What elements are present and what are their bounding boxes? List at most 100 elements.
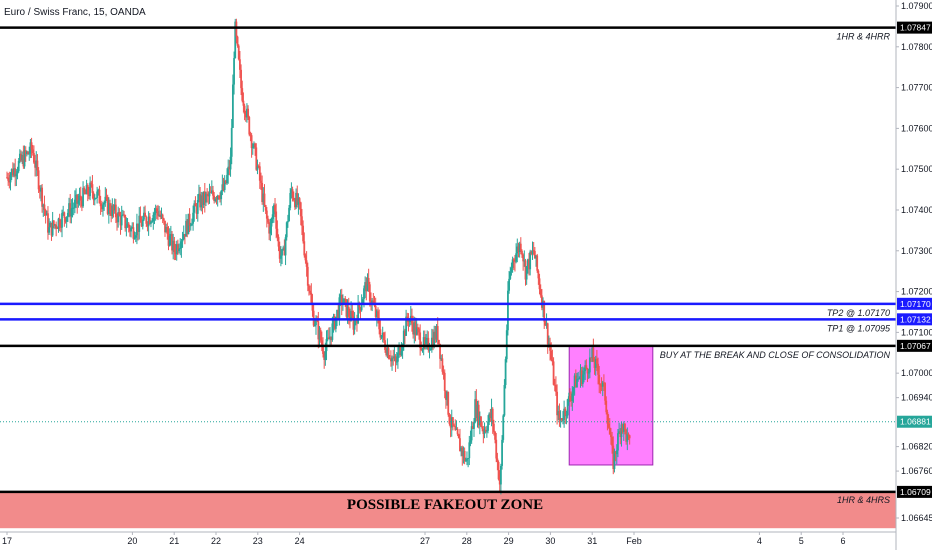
level-price-badge	[897, 21, 932, 34]
candle-body	[172, 240, 175, 251]
candle-body	[212, 190, 214, 196]
candle-body	[608, 427, 611, 435]
candle-body	[191, 223, 193, 226]
y-tick-label: 1.07300	[901, 246, 932, 256]
candle-body	[418, 329, 420, 333]
candle-body	[241, 88, 244, 101]
candle-body	[613, 451, 616, 469]
candle-body	[198, 193, 200, 201]
candle-body	[29, 142, 32, 154]
candle-body	[277, 236, 280, 247]
candle-body	[377, 311, 379, 318]
candle-body	[15, 173, 18, 177]
candle-body	[217, 195, 220, 199]
candle-body	[545, 323, 548, 326]
candle-body	[256, 166, 259, 170]
candle-body	[389, 358, 392, 362]
x-axis-ticks[interactable]: 17 20 21 22 23 24 27 28 29 30 31 Feb 4 5 6	[2, 532, 846, 546]
candle-body	[447, 391, 450, 415]
candle-body	[188, 213, 191, 226]
candle-body	[301, 216, 303, 226]
candle-body	[237, 45, 240, 60]
candle-body	[254, 143, 257, 148]
candle-body	[478, 416, 481, 426]
candle-body	[354, 320, 357, 322]
candle-body	[375, 311, 378, 317]
candle-body	[292, 197, 295, 201]
candle-body	[368, 284, 371, 302]
candle-body	[488, 413, 491, 422]
candle-body	[395, 361, 398, 363]
candle-body	[549, 343, 551, 351]
candle-body	[62, 212, 65, 214]
candle-body	[275, 211, 278, 229]
candle-body	[496, 458, 499, 463]
level-note: TP2 @ 1.07170	[827, 308, 890, 318]
candle-body	[620, 424, 623, 438]
candle-body	[304, 255, 307, 261]
candle-body	[522, 254, 525, 262]
candle-body	[25, 151, 28, 155]
candle-body	[179, 248, 182, 249]
candle-body	[294, 200, 296, 208]
candle-body	[244, 113, 247, 118]
candle-body	[104, 196, 107, 203]
candle-body	[255, 147, 258, 170]
candle-body	[117, 212, 120, 223]
y-axis-ticks[interactable]: 1.07900 1.07800 1.07700 1.07600 1.07500 1.074…	[896, 1, 932, 523]
candle-body	[367, 278, 370, 285]
candle-body	[611, 437, 613, 446]
candle-body	[517, 246, 520, 252]
candle-body	[194, 203, 197, 207]
candle-body	[219, 198, 221, 200]
candle-body	[141, 219, 144, 227]
candle-body	[604, 383, 606, 401]
candle-body	[516, 246, 519, 254]
candle-body	[270, 218, 273, 227]
candle-body	[315, 320, 317, 326]
candle-body	[357, 303, 360, 324]
candle-body	[10, 169, 13, 175]
candle-body	[114, 204, 117, 218]
candle-body	[529, 251, 532, 270]
candle-body	[473, 422, 475, 429]
candle-body	[145, 216, 148, 224]
candle-body	[263, 193, 266, 206]
candle-body	[482, 428, 485, 434]
consolidation-box	[568, 345, 654, 466]
candle-body	[137, 223, 139, 232]
candle-body	[169, 234, 172, 237]
candle-body	[159, 214, 162, 217]
candle-body	[124, 215, 127, 229]
candle-body	[240, 69, 242, 89]
candle-body	[559, 418, 562, 421]
candle-body	[379, 329, 382, 338]
candle-body	[504, 359, 507, 385]
candle-body	[271, 214, 274, 219]
x-tick-label: 27	[420, 536, 430, 546]
candle-body	[480, 416, 482, 427]
candle-body	[366, 278, 369, 292]
candle-body	[526, 259, 529, 267]
candle-body	[116, 217, 118, 223]
candle-body	[320, 340, 323, 345]
candle-body	[510, 267, 513, 272]
candle-body	[523, 260, 526, 262]
candle-body	[487, 421, 489, 431]
candle-body	[524, 260, 527, 280]
candle-body	[430, 337, 433, 349]
candle-body	[350, 310, 352, 321]
candle-body	[224, 180, 227, 184]
candle-body	[414, 322, 417, 335]
candle-body	[483, 429, 486, 434]
candle-body	[309, 290, 312, 293]
candle-body	[83, 187, 86, 193]
candle-body	[59, 226, 62, 228]
x-tick-label: 5	[799, 536, 804, 546]
candle-body	[394, 356, 397, 362]
candle-body	[617, 433, 619, 451]
candle-body	[346, 306, 349, 317]
current-price-badge	[897, 415, 932, 428]
